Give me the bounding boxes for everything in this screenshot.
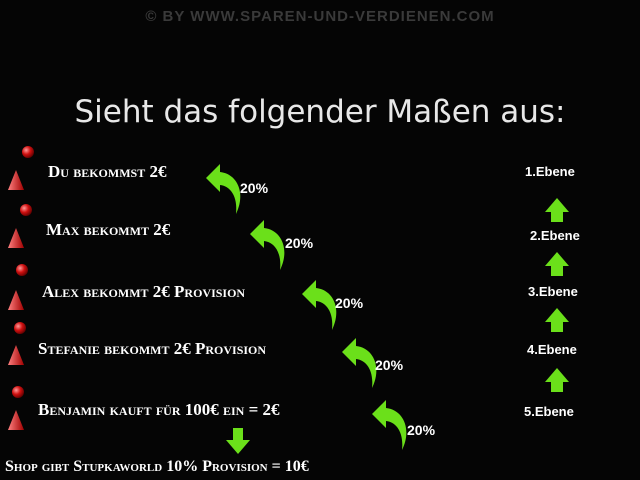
row-percent: 20% (375, 357, 404, 373)
footer: Shop gibt Stupkaworld 10% Provision = 10… (5, 458, 309, 475)
level: 4.Ebene (527, 342, 577, 357)
row-text: Benjamin kauft für 100€ ein = 2€ (38, 400, 280, 419)
row-percent: 20% (285, 235, 314, 251)
row-text: Alex bekommt 2€ Provision (42, 282, 246, 301)
level: 5.Ebene (524, 404, 574, 419)
level: 1.Ebene (525, 164, 575, 179)
bullets (8, 146, 34, 430)
level: 2.Ebene (530, 228, 580, 243)
row-text: Stefanie bekommt 2€ Provision (38, 339, 267, 358)
down-arrow (226, 428, 250, 454)
row-text: Du bekommst 2€ (48, 162, 167, 181)
row-text: Max bekommt 2€ (46, 220, 171, 239)
row-percent: 20% (407, 422, 436, 438)
level: 3.Ebene (528, 284, 578, 299)
title: Sieht das folgender Maßen aus: (74, 94, 566, 130)
watermark: © BY WWW.SPAREN-UND-VERDIENEN.COM (145, 8, 495, 25)
row-percent: 20% (240, 180, 269, 196)
row-percent: 20% (335, 295, 364, 311)
